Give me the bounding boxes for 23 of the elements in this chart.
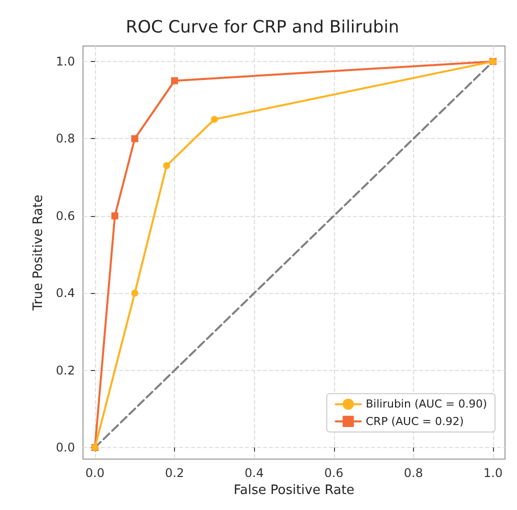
y-tick-label: 0.0 — [56, 440, 75, 455]
y-tick-label: 0.4 — [56, 286, 75, 300]
x-tick-label: 0.2 — [165, 466, 184, 480]
legend-label: Bilirubin (AUC = 0.90) — [366, 398, 488, 411]
y-tick-label: 0.6 — [56, 208, 75, 223]
x-axis-title: False Positive Rate — [234, 483, 354, 498]
chart-title: ROC Curve for CRP and Bilirubin — [126, 18, 400, 38]
point — [163, 162, 170, 170]
y-tick-label: 0.8 — [56, 132, 75, 146]
x-tick-label: 0.0 — [85, 466, 104, 480]
y-axis-title: True Positive Rate — [31, 194, 46, 312]
x-tick-label: 0.8 — [404, 466, 423, 480]
point — [171, 77, 178, 84]
x-tick-label: 0.4 — [244, 466, 264, 480]
y-tick-label: 0.2 — [56, 363, 75, 378]
x-tick-label: 0.6 — [324, 466, 344, 480]
point — [111, 212, 118, 220]
point — [131, 135, 138, 142]
point — [131, 290, 138, 297]
point — [210, 116, 218, 123]
y-tick-label: 1.0 — [56, 54, 75, 68]
x-tick-label: 1.0 — [484, 466, 503, 480]
legend-label: CRP (AUC = 0.92) — [366, 414, 464, 428]
